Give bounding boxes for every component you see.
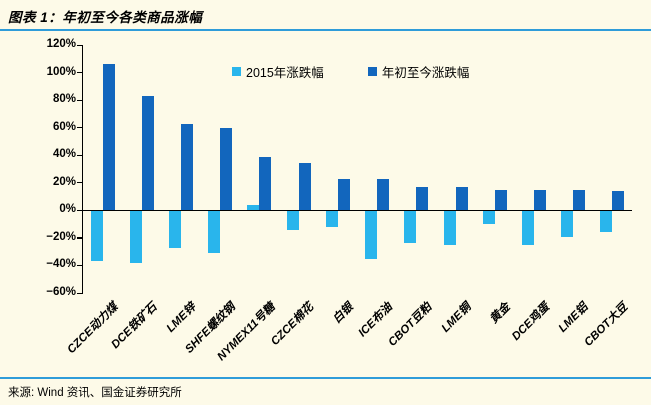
y-axis-tick [76, 154, 82, 156]
y-axis-tick [76, 99, 82, 101]
bar-ytd-6 [337, 178, 350, 211]
x-axis-category-label: CZCE动力煤 [65, 301, 121, 357]
bar-ytd-0 [102, 64, 115, 211]
bar-ytd-4 [259, 156, 272, 211]
bar-ytd-8 [416, 186, 429, 211]
bar-ytd-9 [455, 186, 468, 211]
legend-item-0: 2015年涨跌幅 [232, 62, 324, 81]
source-divider-line [0, 377, 651, 379]
x-axis-category-label: DCE鸡蛋 [509, 301, 552, 344]
x-axis-category-label: LME铜 [439, 301, 474, 335]
y-axis-tick-label: −40% [46, 258, 76, 271]
bar-ytd-11 [533, 189, 546, 211]
bar-2015-8 [404, 210, 417, 244]
bar-ytd-5 [298, 163, 311, 211]
x-axis-category-label: 白银 [330, 301, 356, 326]
bar-ytd-7 [377, 178, 390, 211]
y-axis-tick-label: 20% [52, 175, 76, 188]
y-axis-tick [76, 127, 82, 129]
y-axis-tick [76, 264, 82, 267]
bar-ytd-13 [612, 191, 625, 211]
bar-2015-10 [482, 210, 495, 225]
y-axis-tick-label: −20% [46, 230, 76, 243]
legend-swatch-icon [367, 67, 377, 76]
bar-2015-13 [600, 210, 613, 233]
bar-2015-2 [169, 210, 182, 248]
bar-ytd-2 [181, 123, 194, 211]
legend-label: 2015年涨跌幅 [246, 66, 324, 80]
legend-item-1: 年初至今涨跌幅 [367, 62, 470, 81]
x-axis-category-label: LME锌 [164, 301, 199, 335]
y-axis-tick-label: 40% [52, 148, 76, 161]
bar-2015-5 [286, 210, 299, 230]
bar-2015-11 [521, 210, 534, 245]
bar-ytd-12 [573, 189, 586, 211]
y-axis-tick-label: −60% [46, 286, 76, 298]
legend-label: 年初至今涨跌幅 [381, 66, 470, 80]
zero-axis-line [83, 209, 632, 212]
bar-ytd-1 [141, 95, 154, 211]
y-axis-tick [76, 237, 82, 239]
y-axis-tick-label: 120% [46, 38, 76, 50]
bar-ytd-3 [220, 127, 233, 211]
x-axis-labels: CZCE动力煤 DCE铁矿石 LME锌 SHFE螺纹钢 NYMEX11号糖 CZCE棉花白… [0, 299, 651, 377]
y-axis-line [81, 45, 83, 294]
plot-area [76, 44, 632, 294]
y-axis-tick [76, 292, 82, 294]
title-divider-line [0, 29, 651, 31]
y-axis-tick-label: 80% [52, 93, 76, 106]
bar-2015-1 [129, 210, 142, 263]
y-axis-tick-label: 0% [59, 203, 76, 216]
bar-2015-7 [365, 210, 378, 259]
x-axis-category-label: 黄金 [487, 301, 513, 326]
y-axis-tick [76, 209, 82, 212]
bar-2015-12 [561, 210, 574, 237]
bar-2015-3 [208, 210, 221, 254]
y-axis-tick-label: 100% [46, 65, 76, 78]
x-axis-category-label: LME铝 [557, 301, 591, 335]
bar-2015-4 [247, 204, 260, 211]
y-axis-tick [76, 72, 82, 74]
bar-2015-0 [90, 210, 103, 262]
chart-title: 图表 1：年初至今各类商品涨幅 [8, 10, 203, 25]
y-axis-tick [76, 44, 82, 46]
bar-2015-6 [325, 210, 338, 227]
legend-swatch-icon [232, 67, 241, 76]
bar-ytd-10 [494, 189, 507, 211]
y-axis-tick [76, 182, 82, 184]
source-note: 来源: Wind 资讯、国金证券研究所 [8, 387, 182, 399]
chart-legend: 2015年涨跌幅 年初至今涨跌幅 [232, 62, 469, 81]
y-axis-tick-label: 60% [52, 120, 76, 133]
bar-2015-9 [443, 210, 456, 245]
